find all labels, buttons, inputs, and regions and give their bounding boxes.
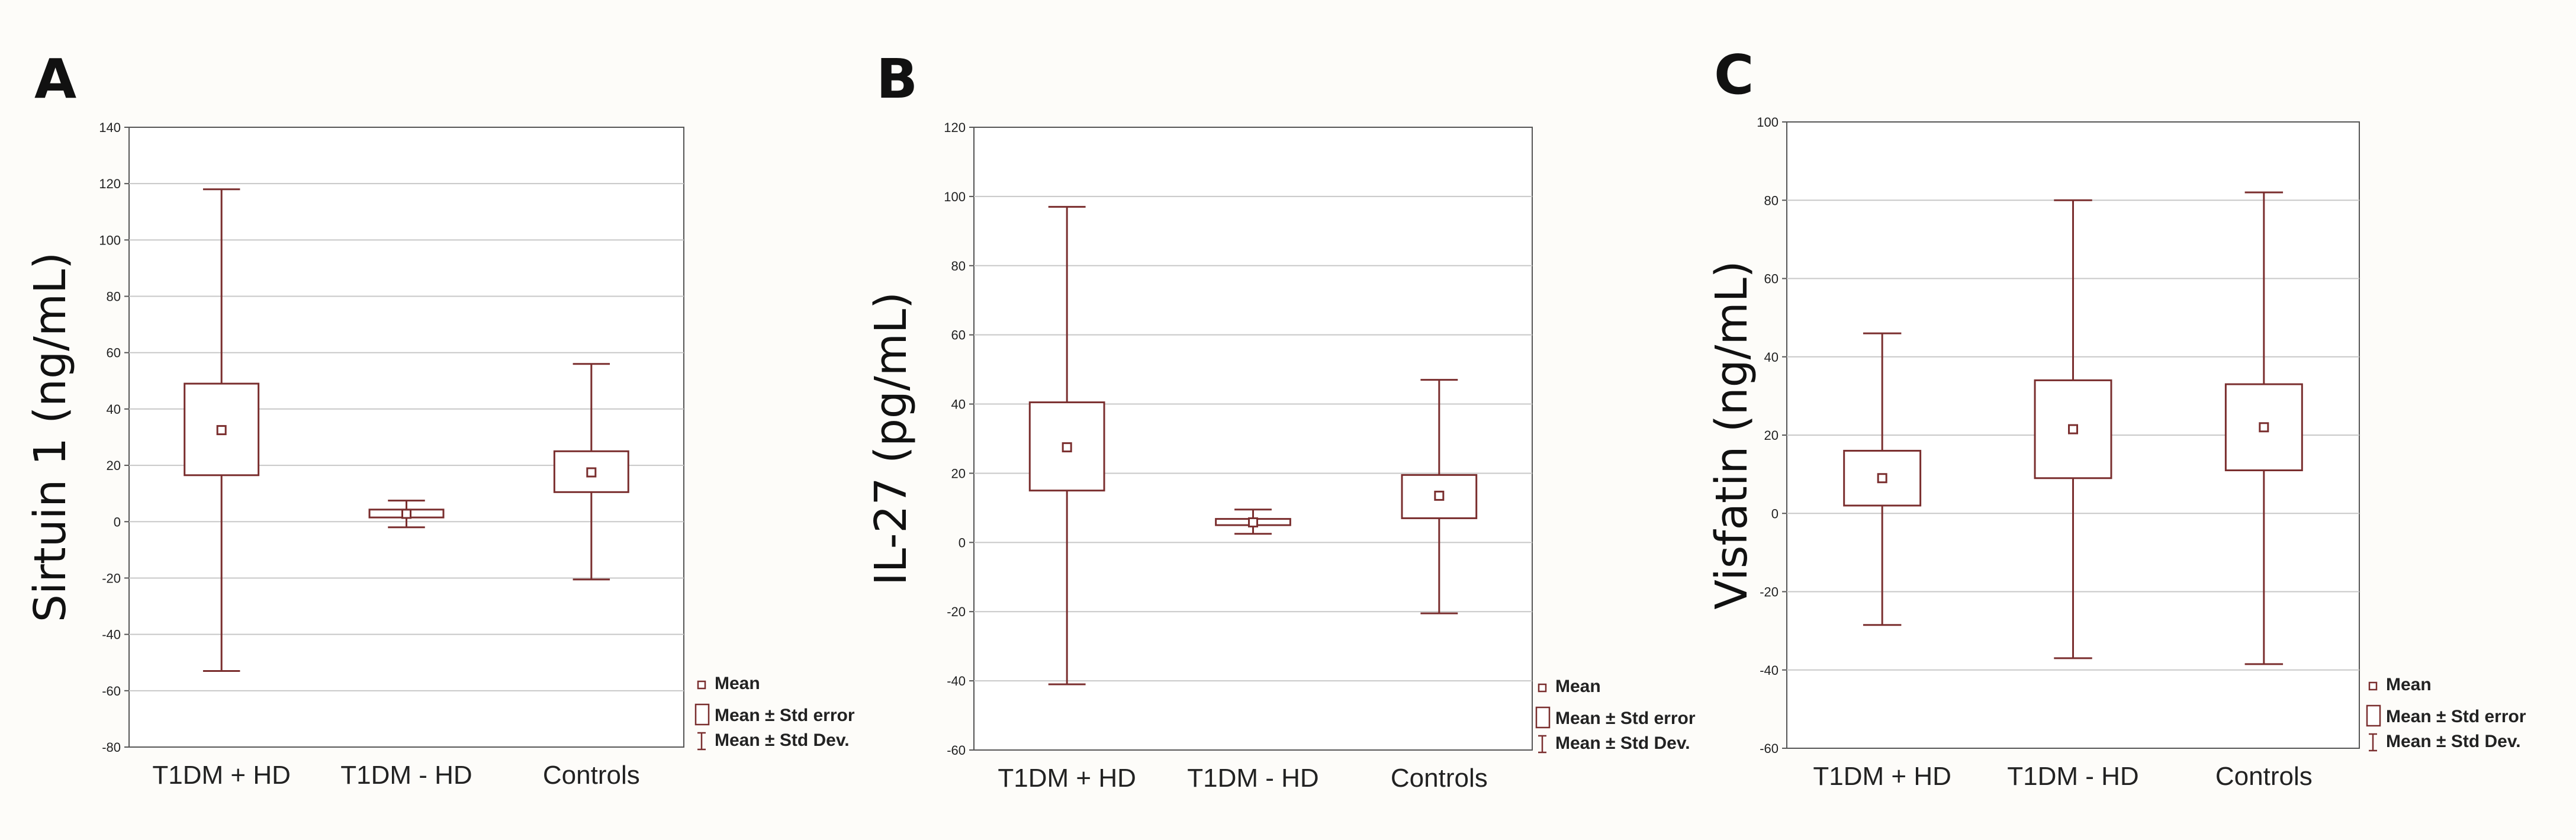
- y-tick-label: 0: [114, 514, 121, 529]
- x-category-label: T1DM - HD: [1187, 764, 1318, 793]
- mean-marker: [1248, 517, 1258, 527]
- y-tick-label: -20: [947, 604, 966, 619]
- y-tick-label: 140: [99, 120, 121, 135]
- y-tick-label: 20: [1764, 428, 1779, 443]
- mean-marker: [2259, 422, 2269, 433]
- y-tick-label: 120: [944, 120, 966, 135]
- legend: Mean Mean ± Std error Mean ± Std Dev.: [694, 674, 855, 751]
- legend-se-label: Mean ± Std error: [1555, 709, 1696, 728]
- box-group: [368, 500, 445, 529]
- legend: Mean Mean ± Std error Mean ± Std Dev.: [2366, 675, 2526, 752]
- y-tick-label: 60: [951, 328, 966, 343]
- box-group: [2034, 199, 2112, 659]
- legend-se-label: Mean ± Std error: [715, 706, 855, 725]
- y-tick-label: -60: [1760, 741, 1779, 756]
- y-axis-label: Sirtuin 1 (ng/mL): [25, 252, 76, 622]
- legend-sd-label: Mean ± Std Dev.: [2386, 732, 2521, 751]
- panel-letter: B: [876, 47, 918, 111]
- mean-marker: [1062, 442, 1072, 453]
- y-tick-label: 20: [951, 466, 966, 481]
- box-group: [1401, 379, 1478, 614]
- y-tick-label: -60: [947, 743, 966, 758]
- panel-letter: A: [34, 47, 76, 111]
- x-category-label: Controls: [543, 761, 640, 790]
- y-axis-label: IL-27 (pg/mL): [866, 292, 916, 585]
- x-category-label: T1DM + HD: [1813, 762, 1951, 791]
- y-tick-label: 0: [1771, 506, 1779, 521]
- legend: Mean Mean ± Std error Mean ± Std Dev.: [1535, 677, 1696, 754]
- y-tick-label: -40: [102, 627, 121, 642]
- mean-marker: [1434, 490, 1445, 501]
- x-category-label: T1DM + HD: [152, 761, 290, 790]
- x-category-label: T1DM + HD: [998, 764, 1136, 793]
- legend-se-icon: [1535, 706, 1551, 729]
- legend-se-label: Mean ± Std error: [2386, 707, 2526, 726]
- y-tick-label: 100: [944, 189, 966, 204]
- box-group: [1028, 205, 1105, 685]
- mean-marker: [401, 508, 411, 519]
- y-tick-label: 20: [107, 458, 121, 473]
- mean-marker: [2068, 424, 2078, 435]
- panel-letter: C: [1714, 43, 1754, 107]
- legend-mean-icon: [1538, 683, 1547, 693]
- y-tick-label: -60: [102, 684, 121, 699]
- box-group: [2224, 191, 2303, 665]
- box-group: [184, 188, 260, 672]
- box-group: [1843, 332, 1922, 626]
- box-group: [1215, 508, 1291, 535]
- y-tick-label: 40: [107, 402, 121, 417]
- y-tick-label: 40: [951, 397, 966, 412]
- y-tick-label: 100: [1757, 115, 1779, 130]
- y-tick-label: -20: [1760, 585, 1779, 600]
- legend-se-icon: [694, 703, 710, 726]
- x-category-label: Controls: [2215, 762, 2313, 791]
- y-tick-label: -20: [102, 571, 121, 585]
- legend-sd-label: Mean ± Std Dev.: [715, 730, 850, 750]
- y-tick-label: 40: [1764, 350, 1779, 365]
- panel-c: C -60 -40 -20 0 20 40 60 80 100 Visfatin (ng/mL) T1…: [1706, 43, 2526, 791]
- y-tick-label: -40: [1760, 663, 1779, 678]
- y-tick-label: -40: [947, 674, 966, 688]
- panel-b: B -60 -40 -20 0 20 40 60 80 100 120 IL-27 (pg/mL) T1…: [866, 47, 1696, 793]
- legend-sd-label: Mean ± Std Dev.: [1555, 733, 1690, 753]
- x-category-label: T1DM - HD: [2007, 762, 2138, 791]
- y-tick-label: 80: [1764, 193, 1779, 208]
- y-tick-label: 60: [107, 346, 121, 361]
- legend-mean-label: Mean: [2386, 675, 2432, 694]
- y-tick-label: 100: [99, 233, 121, 247]
- x-category-label: T1DM - HD: [340, 761, 472, 790]
- legend-mean-label: Mean: [715, 674, 760, 693]
- legend-mean-icon: [697, 680, 706, 690]
- y-tick-label: 80: [107, 289, 121, 304]
- mean-marker: [586, 467, 597, 478]
- legend-mean-icon: [2368, 681, 2378, 691]
- y-axis-label: Visfatin (ng/mL): [1706, 260, 1757, 609]
- panel-a: A -80 -60 -40 -20 0 20 40 60 80 100 120 140 Sirtuin 1…: [25, 47, 855, 790]
- legend-mean-label: Mean: [1555, 677, 1601, 696]
- mean-marker: [216, 425, 227, 436]
- y-tick-label: -80: [102, 740, 121, 755]
- y-tick-label: 80: [951, 259, 966, 273]
- box-group: [553, 363, 629, 581]
- y-tick-label: 60: [1764, 272, 1779, 287]
- mean-marker: [1877, 473, 1887, 484]
- legend-se-icon: [2366, 704, 2381, 727]
- y-tick-label: 120: [99, 176, 121, 191]
- y-tick-label: 0: [959, 535, 966, 550]
- x-category-label: Controls: [1391, 764, 1488, 793]
